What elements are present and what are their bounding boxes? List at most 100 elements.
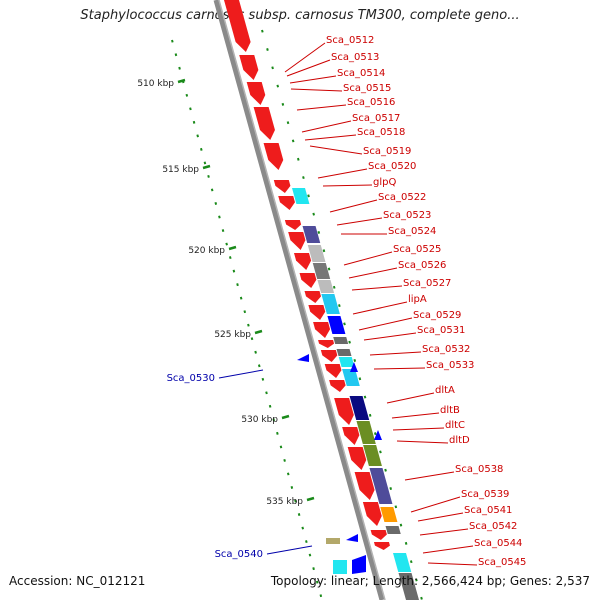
backbone-line bbox=[213, 0, 385, 600]
gene-feature bbox=[326, 538, 340, 544]
feature-box bbox=[321, 294, 340, 314]
gene-arrow bbox=[342, 427, 360, 445]
leader-line bbox=[358, 317, 413, 331]
scale-dot bbox=[174, 53, 178, 57]
gene-arrow bbox=[293, 253, 312, 270]
gene-arrow bbox=[253, 107, 275, 140]
leader-line bbox=[369, 351, 422, 356]
scale-dot bbox=[243, 310, 247, 314]
gene-label: Sca_0520 bbox=[368, 161, 416, 172]
gene-arrow-reverse bbox=[346, 534, 358, 542]
scale-major-tick bbox=[306, 496, 315, 502]
gene-label: dltC bbox=[445, 420, 465, 431]
track-dot bbox=[353, 359, 357, 362]
gene-label: Sca_0541 bbox=[464, 505, 512, 516]
gene-feature bbox=[333, 560, 347, 574]
gene-label: Sca_0529 bbox=[413, 310, 461, 321]
scale-dot bbox=[286, 472, 290, 476]
backbone-highlight bbox=[218, 0, 386, 600]
scale-dot bbox=[250, 337, 254, 341]
gene-label: Sca_0526 bbox=[398, 260, 446, 271]
feature-box bbox=[336, 349, 352, 356]
track-dot bbox=[394, 505, 398, 509]
leader-line bbox=[309, 145, 363, 155]
gene-label: Sca_0544 bbox=[474, 538, 522, 549]
track-dot bbox=[384, 468, 387, 472]
track-dot bbox=[415, 578, 418, 582]
gene-arrow bbox=[347, 447, 367, 470]
feature-box bbox=[392, 553, 412, 572]
gene-arrow bbox=[320, 350, 338, 362]
track-dot bbox=[399, 523, 403, 527]
scale-dot bbox=[294, 499, 297, 503]
feature-box bbox=[327, 316, 346, 334]
gene-label: Sca_0538 bbox=[455, 464, 503, 475]
gene-label: Sca_0519 bbox=[363, 146, 411, 157]
gene-arrow bbox=[324, 364, 342, 378]
track-dot bbox=[409, 560, 413, 564]
scale-dot bbox=[228, 256, 232, 260]
feature-box bbox=[312, 263, 331, 279]
track-dot bbox=[332, 285, 336, 289]
gene-label: Sca_0527 bbox=[403, 278, 451, 289]
gene-label: Sca_0525 bbox=[393, 244, 441, 255]
track-dot bbox=[317, 230, 321, 234]
track-dot bbox=[379, 450, 382, 454]
track-dot bbox=[327, 267, 331, 271]
gene-arrow-reverse bbox=[352, 555, 366, 574]
gene-label: dltD bbox=[449, 435, 470, 446]
track-dot bbox=[286, 121, 290, 125]
gene-label: Sca_0523 bbox=[383, 210, 431, 221]
gene-label: Sca_0522 bbox=[378, 192, 426, 203]
scale-dot bbox=[214, 202, 218, 205]
leader-line bbox=[427, 562, 478, 566]
gene-label: Sca_0533 bbox=[426, 360, 474, 371]
leader-line bbox=[290, 88, 343, 92]
gene-arrow bbox=[278, 196, 295, 210]
scale-dot bbox=[301, 526, 305, 530]
gene-label: Sca_0518 bbox=[357, 127, 405, 138]
scale-dot bbox=[232, 269, 236, 273]
scale-label: 530 kbp bbox=[241, 415, 278, 425]
gene-arrow bbox=[373, 542, 390, 550]
scale-dot bbox=[207, 174, 210, 178]
feature-box bbox=[369, 468, 393, 504]
scale-dot bbox=[185, 93, 189, 97]
track-dot bbox=[312, 212, 315, 216]
leader-line bbox=[336, 217, 383, 226]
scale-dot bbox=[265, 391, 268, 395]
leader-line bbox=[304, 134, 357, 141]
scale-label: 535 kbp bbox=[266, 497, 303, 507]
scale-dot bbox=[239, 296, 243, 300]
track-dot bbox=[291, 139, 295, 143]
leader-line bbox=[396, 440, 449, 444]
gene-label: Sca_0517 bbox=[352, 113, 400, 124]
gene-arrow bbox=[246, 82, 266, 105]
feature-box bbox=[333, 337, 349, 344]
leader-line bbox=[296, 104, 347, 111]
gene-label: dltB bbox=[440, 405, 460, 416]
scale-dot bbox=[254, 350, 257, 354]
scale-dot bbox=[261, 377, 265, 381]
leader-line bbox=[351, 285, 403, 291]
scale-dot bbox=[236, 283, 239, 287]
gene-arrow bbox=[334, 398, 354, 425]
gene-label: Sca_0515 bbox=[343, 83, 391, 94]
leader-line bbox=[404, 471, 455, 481]
scale-dot bbox=[192, 120, 196, 124]
scale-dot bbox=[203, 161, 207, 165]
track-dot bbox=[276, 84, 280, 88]
track-dot bbox=[302, 176, 305, 180]
leader-line bbox=[286, 59, 331, 77]
feature-box bbox=[302, 226, 321, 243]
feature-box bbox=[385, 526, 401, 534]
gene-label: Sca_0545 bbox=[478, 557, 526, 568]
scale-major-tick bbox=[228, 245, 237, 251]
gene-label: lipA bbox=[408, 294, 427, 305]
leader-line bbox=[391, 412, 440, 419]
scale-dot bbox=[247, 323, 250, 327]
leader-line bbox=[410, 496, 461, 513]
genome-summary: Topology: linear; Length: 2,566,424 bp; … bbox=[270, 574, 590, 588]
leader-line bbox=[386, 392, 435, 404]
